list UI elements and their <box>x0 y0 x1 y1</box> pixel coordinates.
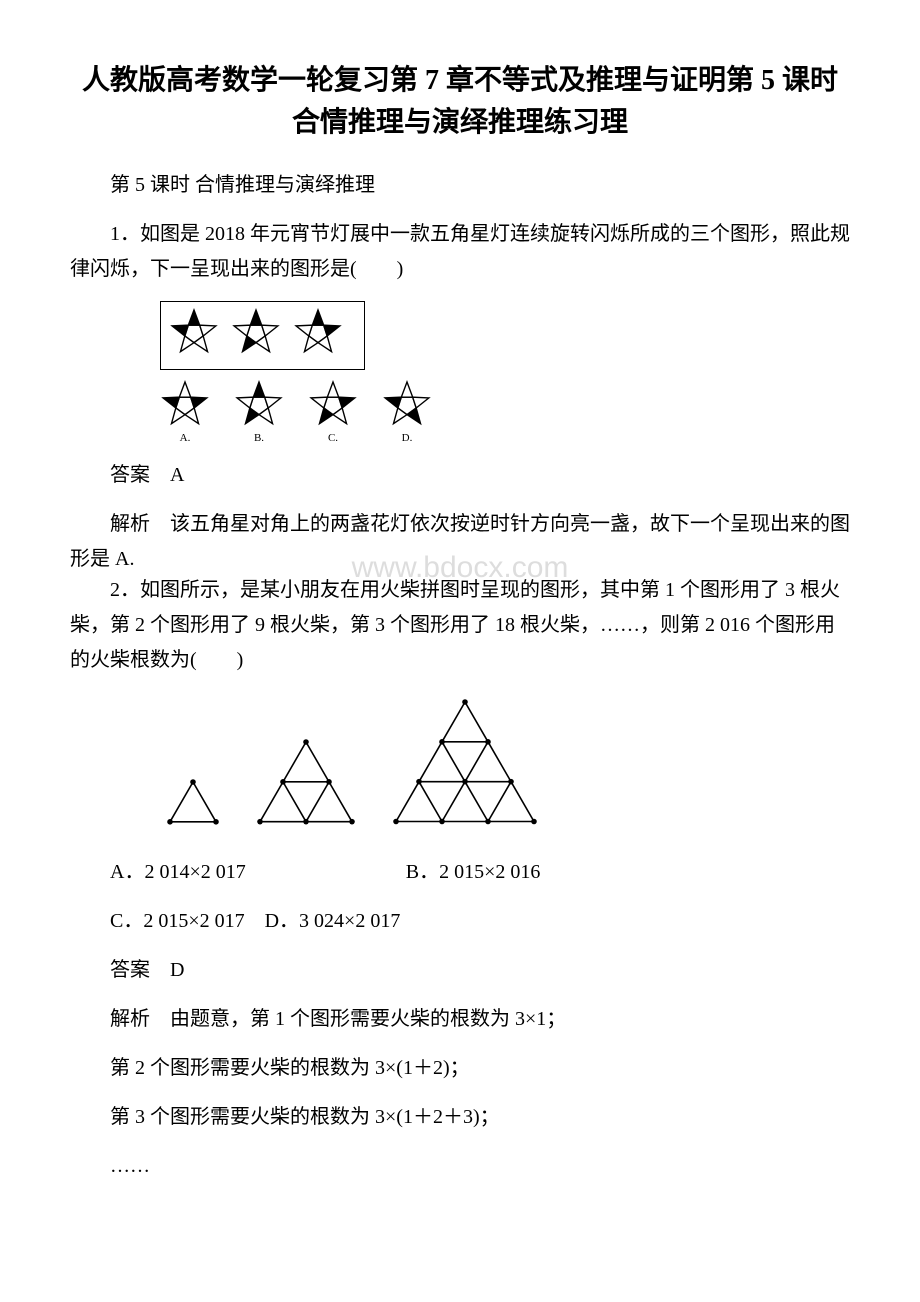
explain-line: 解析 由题意，第 1 个图形需要火柴的根数为 3×1； <box>70 1002 850 1037</box>
explain-line: 第 2 个图形需要火柴的根数为 3×(1＋2)； <box>70 1051 850 1086</box>
triangle-item <box>160 772 226 837</box>
q2-opt-b: B．2 015×2 016 <box>406 861 541 883</box>
q2-figure <box>160 692 850 837</box>
star-icon <box>234 380 284 430</box>
option-item: D. <box>382 380 432 444</box>
q1-star-sequence <box>160 301 365 370</box>
option-label: A. <box>180 432 191 444</box>
option-item: C. <box>308 380 358 444</box>
option-label: D. <box>402 432 413 444</box>
star-icon <box>160 380 210 430</box>
triangle-icon <box>386 692 544 832</box>
q1-options-row: A. B. C. D. <box>160 380 450 444</box>
q2-stem: 2．如图所示，是某小朋友在用火柴拼图时呈现的图形，其中第 1 个图形用了 3 根… <box>70 573 850 678</box>
star-item <box>231 308 281 363</box>
option-item: B. <box>234 380 284 444</box>
option-label: B. <box>254 432 264 444</box>
q1-stem: 1．如图是 2018 年元宵节灯展中一款五角星灯连续旋转闪烁所成的三个图形，照此… <box>70 217 850 287</box>
page-title: 人教版高考数学一轮复习第 7 章不等式及推理与证明第 5 课时合情推理与演绎推理… <box>70 60 850 144</box>
star-icon <box>308 380 358 430</box>
triangle-item <box>250 732 362 837</box>
star-icon <box>293 308 343 358</box>
q2-answer: 答案 D <box>70 953 850 988</box>
q2-explain: 解析 由题意，第 1 个图形需要火柴的根数为 3×1； 第 2 个图形需要火柴的根… <box>70 1002 850 1184</box>
star-item <box>169 308 219 363</box>
star-icon <box>231 308 281 358</box>
q1-explain: 解析 该五角星对角上的两盏花灯依次按逆时针方向亮一盏，故下一个呈现出来的图形是 … <box>70 507 850 577</box>
star-item <box>293 308 343 363</box>
triangle-icon <box>160 772 226 832</box>
triangle-item <box>386 692 544 837</box>
q1-answer: 答案 A <box>70 458 850 493</box>
q1-figure: A. B. C. D. <box>160 301 850 444</box>
star-icon <box>382 380 432 430</box>
q2-options-line1: A．2 014×2 017 B．2 015×2 016 <box>70 855 850 890</box>
q2-options-line2: C．2 015×2 017 D．3 024×2 017 <box>70 904 850 939</box>
triangle-icon <box>250 732 362 832</box>
option-label: C. <box>328 432 338 444</box>
explain-line: …… <box>70 1149 850 1184</box>
star-icon <box>169 308 219 358</box>
q2-opt-a: A．2 014×2 017 <box>110 861 246 883</box>
option-item: A. <box>160 380 210 444</box>
subtitle: 第 5 课时 合情推理与演绎推理 <box>70 168 850 197</box>
explain-line: 第 3 个图形需要火柴的根数为 3×(1＋2＋3)； <box>70 1100 850 1135</box>
